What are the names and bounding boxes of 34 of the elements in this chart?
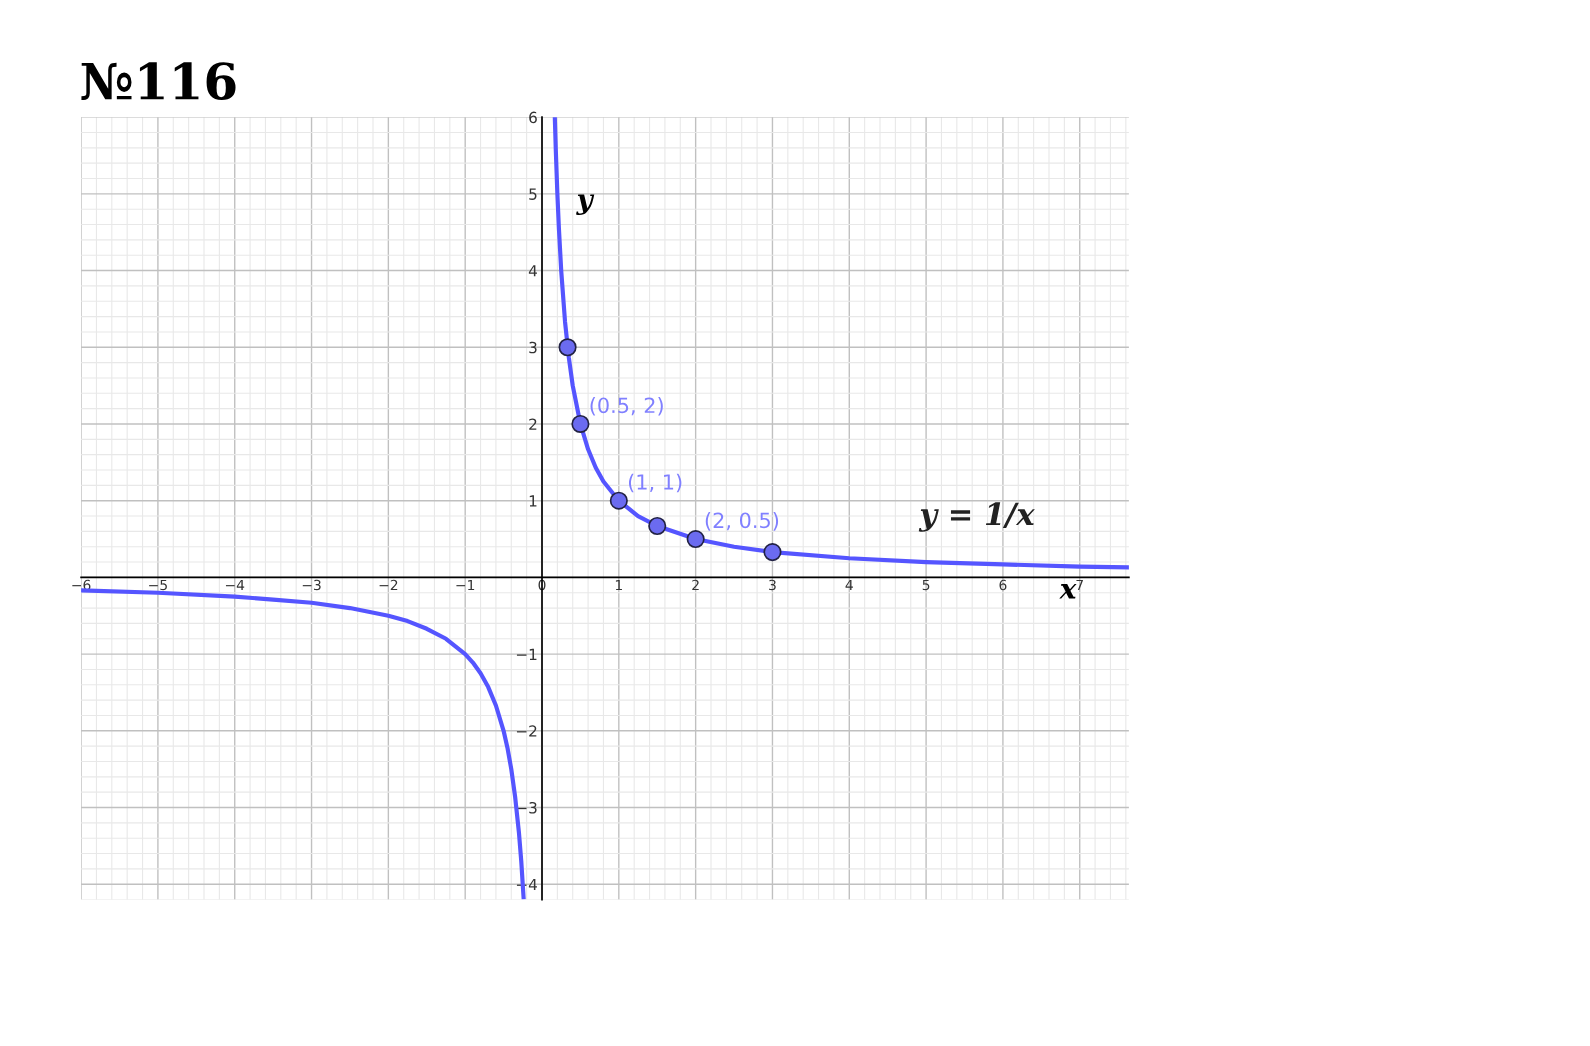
point (558, 338, 577, 357)
x-tick-label: 3 (769, 579, 776, 591)
point (686, 529, 705, 549)
point (648, 516, 667, 536)
x-axis-title: x (1059, 584, 1077, 599)
x-tick-label: 1 (615, 579, 622, 591)
y-tick-label: 4 (528, 265, 537, 277)
y-tick-label: −2 (516, 725, 537, 737)
y-tick-label: 3 (529, 341, 537, 354)
x-tick-label: 2 (692, 579, 699, 591)
chart-title: №116 (81, 62, 236, 101)
point (571, 414, 590, 434)
annotation: (2, 0.5) (705, 512, 779, 531)
x-tick-label: −4 (225, 579, 245, 591)
y-tick-label: 1 (529, 495, 537, 507)
y-axis-title: y (576, 194, 595, 215)
x-tick-label: −1 (456, 579, 475, 591)
y-tick-label: 5 (529, 188, 537, 200)
point (609, 491, 628, 510)
point (763, 543, 782, 562)
annotation: (1, 1) (628, 473, 682, 493)
x-tick-label: 6 (999, 579, 1007, 591)
y-tick-label: −3 (516, 801, 537, 814)
annotation: (0.5, 2) (590, 397, 663, 416)
x-tick-label: 4 (845, 579, 853, 591)
y-tick-label: 6 (529, 111, 537, 124)
y-tick-label: −1 (516, 648, 537, 660)
x-tick-label: 5 (922, 579, 930, 591)
annotation: y = 1/x (918, 502, 1035, 532)
y-tick-label: 2 (529, 418, 537, 430)
x-tick-label: −5 (149, 579, 167, 591)
x-tick-label: −2 (379, 579, 398, 591)
x-tick-label: −3 (302, 579, 321, 591)
x-tick-label: 7 (1076, 579, 1083, 591)
